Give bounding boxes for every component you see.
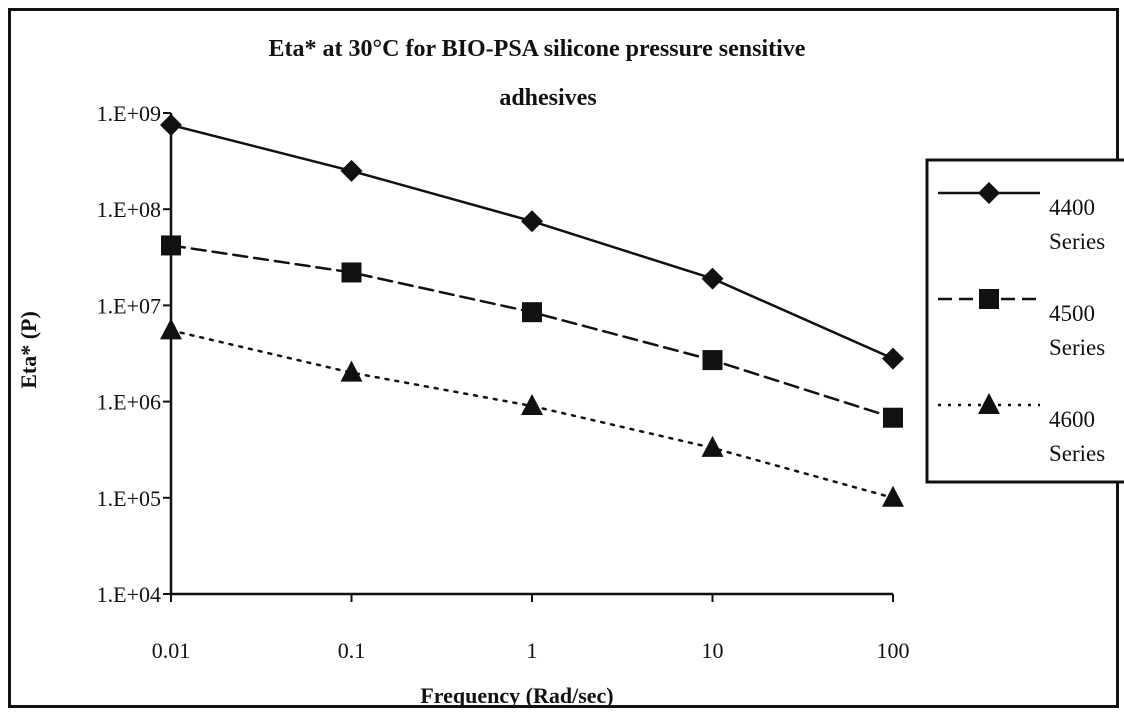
legend: 4400 Series 4500 Series 4600 Series	[925, 158, 1124, 484]
series-4600	[160, 318, 904, 507]
series-line-4400	[169, 123, 895, 360]
axes: 1.E+04 1.E+05 1.E+06 1.E+07 1.E+08 1.E+09 0.01…	[97, 101, 910, 663]
y-tick-label: 1.E+06	[97, 390, 161, 415]
data-point-4400	[340, 159, 363, 182]
data-point-4600	[160, 318, 182, 340]
y-tick-label: 1.E+07	[97, 293, 161, 318]
legend-marker-4600	[978, 393, 1000, 414]
data-point-4500	[341, 262, 362, 283]
data-point-4600	[882, 485, 904, 507]
data-point-4600	[521, 394, 543, 416]
legend-item-4500: 4500 Series	[938, 289, 1105, 360]
data-point-4600	[701, 435, 724, 457]
data-point-4400	[160, 114, 182, 137]
data-point-4400	[701, 267, 724, 290]
legend-box	[925, 158, 1124, 484]
chart-title-line-1: Eta* at 30°C for BIO-PSA silicone pressu…	[269, 36, 806, 62]
legend-label-line-2: Series	[1049, 335, 1105, 360]
legend-label-line-1: 4500	[1049, 301, 1095, 326]
x-tick-label: 100	[877, 638, 910, 663]
y-tick-label: 1.E+05	[97, 486, 161, 511]
legend-label-line-2: Series	[1049, 441, 1105, 466]
legend-label-line-1: 4400	[1049, 195, 1095, 220]
legend-label-line-1: 4600	[1049, 407, 1095, 432]
data-point-4400	[521, 210, 543, 233]
x-tick-label: 0.1	[338, 638, 366, 663]
legend-item-4400: 4400 Series	[938, 182, 1105, 254]
y-tick-label: 1.E+04	[97, 582, 161, 607]
data-point-4500	[522, 302, 542, 323]
series-4400	[160, 114, 904, 370]
data-point-4400	[882, 347, 904, 370]
x-tick-label: 10	[702, 638, 724, 663]
data-point-4500	[161, 235, 181, 256]
legend-marker-4500	[979, 289, 999, 309]
data-point-4500	[883, 407, 903, 428]
legend-label-line-2: Series	[1049, 229, 1105, 254]
y-tick-label: 1.E+08	[97, 197, 161, 222]
legend-marker-4400	[978, 182, 1000, 204]
x-axis-label: Frequency (Rad/sec)	[420, 683, 613, 708]
series-layer	[160, 114, 904, 507]
chart-title-line-2: adhesives	[499, 85, 596, 111]
y-tick-label: 1.E+09	[97, 101, 161, 126]
x-tick-label: 1	[527, 638, 538, 663]
legend-item-4600: 4600 Series	[938, 393, 1105, 466]
series-line-4500	[169, 244, 895, 419]
x-tick-label: 0.01	[152, 638, 191, 663]
series-4500	[161, 235, 903, 428]
data-point-4500	[702, 350, 723, 371]
y-axis-label: Eta* (P)	[16, 311, 41, 389]
data-point-4600	[340, 360, 363, 382]
